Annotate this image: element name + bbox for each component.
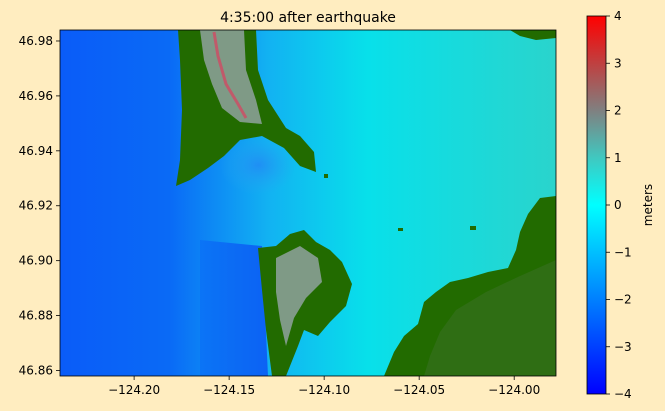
land-north-tidal-channel — [212, 31, 248, 119]
y-tick-label: 46.86 — [19, 364, 53, 378]
plot-frame — [59, 29, 557, 377]
colorbar-tick-label: −1 — [614, 245, 632, 259]
plot-area — [60, 30, 556, 376]
colorbar-tick-label: −3 — [614, 340, 632, 354]
colorbar-tick-label: 1 — [614, 151, 622, 165]
colorbar-tick-label: 4 — [614, 9, 622, 23]
y-tick-label: 46.92 — [19, 199, 53, 213]
x-tick-label: −124.15 — [203, 383, 255, 397]
x-tick-label: −124.20 — [108, 383, 160, 397]
colorbar-tick-label: 3 — [614, 56, 622, 70]
x-tick-label: −124.00 — [488, 383, 540, 397]
colorbar-tick-label: 2 — [614, 104, 622, 118]
colorbar-tick-label: −4 — [614, 387, 632, 401]
colorbar: −4 −3 −2 −1 0 1 2 3 4 meters — [586, 9, 655, 401]
y-tick-label: 46.98 — [19, 34, 53, 48]
colorbar-ticks: −4 −3 −2 −1 0 1 2 3 4 — [606, 9, 632, 401]
colorbar-label: meters — [641, 184, 655, 226]
y-tick-label: 46.90 — [19, 254, 53, 268]
x-tick-label: −124.10 — [298, 383, 350, 397]
x-tick-label: −124.05 — [393, 383, 445, 397]
chart-title: 4:35:00 after earthquake — [220, 10, 396, 26]
inlet-plume — [220, 135, 296, 195]
x-axis: −124.20 −124.15 −124.10 −124.05 −124.00 — [108, 376, 540, 397]
colorbar-tick-label: −2 — [614, 293, 632, 307]
land-east-hills — [424, 260, 556, 376]
land-north-coast — [510, 30, 556, 40]
y-tick-label: 46.96 — [19, 89, 53, 103]
land-south-interior — [276, 246, 322, 346]
y-tick-label: 46.94 — [19, 144, 53, 158]
land-north-interior — [200, 30, 262, 124]
y-tick-label: 46.88 — [19, 309, 53, 323]
nearshore-strip — [200, 240, 268, 376]
land-east-inlets — [324, 174, 476, 231]
colorbar-scale — [586, 15, 607, 395]
y-axis: 46.86 46.88 46.90 46.92 46.94 46.96 46.98 — [19, 34, 60, 378]
colorbar-tick-label: 0 — [614, 198, 622, 212]
